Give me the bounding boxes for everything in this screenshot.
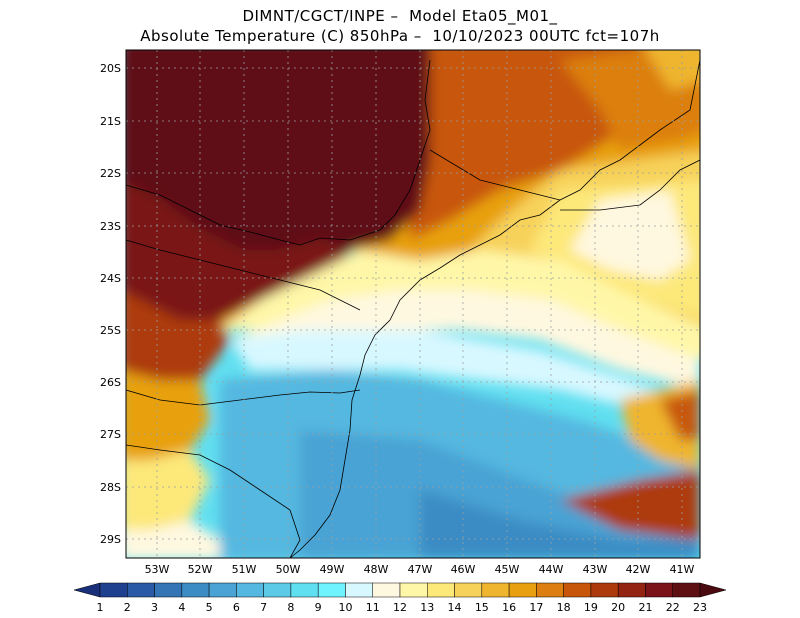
lon-tick: 47W [408, 563, 433, 576]
lon-tick: 51W [232, 563, 257, 576]
lat-axis: 20S 21S 22S 23S 24S 25S 26S 27S 28S 29S [100, 62, 121, 546]
colorbar-label: 13 [420, 601, 434, 614]
colorbar-label: 12 [393, 601, 407, 614]
lat-tick: 26S [100, 376, 121, 389]
colorbar-label: 18 [557, 601, 571, 614]
colorbar-label: 1 [97, 601, 104, 614]
colorbar-label: 7 [260, 601, 267, 614]
colorbar-label: 20 [611, 601, 625, 614]
lon-tick: 46W [451, 563, 476, 576]
colorbar-swatch [590, 582, 619, 598]
lat-tick: 23S [100, 220, 121, 233]
colorbar-swatch [263, 582, 292, 598]
colorbar: 1 2 3 4 5 6 7 8 9 10 11 12 13 14 15 16 17 18 19 20 21 22 23 [73, 582, 727, 614]
colorbar-swatch [617, 582, 646, 598]
colorbar-label: 11 [366, 601, 380, 614]
lon-tick: 50W [276, 563, 301, 576]
colorbar-label: 2 [124, 601, 131, 614]
colorbar-swatch [508, 582, 537, 598]
lat-tick: 22S [100, 167, 121, 180]
lat-tick: 28S [100, 481, 121, 494]
lon-tick: 52W [188, 563, 213, 576]
colorbar-swatch [317, 582, 346, 598]
lon-tick: 43W [583, 563, 608, 576]
colorbar-swatch [181, 582, 210, 598]
coastline [126, 59, 700, 558]
colorbar-label: 17 [529, 601, 543, 614]
colorbar-label: 6 [233, 601, 240, 614]
colorbar-swatch [127, 582, 155, 598]
colorbar-label: 15 [475, 601, 489, 614]
plot-frame [125, 49, 701, 559]
colorbar-swatch [399, 582, 428, 598]
lat-tick: 29S [100, 533, 121, 546]
lon-tick: 45W [495, 563, 520, 576]
colorbar-swatch [481, 582, 510, 598]
lon-tick: 53W [145, 563, 170, 576]
lat-tick: 27S [100, 428, 121, 441]
colorbar-swatch [672, 582, 701, 598]
colorbar-label: 22 [666, 601, 680, 614]
grid-lines [126, 50, 700, 558]
lat-tick: 24S [100, 272, 121, 285]
colorbar-high-arrow [699, 582, 727, 598]
lon-axis: 53W 52W 51W 50W 49W 48W 47W 46W 45W 44W … [145, 563, 695, 576]
temperature-field [126, 50, 700, 558]
lon-tick: 44W [539, 563, 564, 576]
lon-tick: 42W [626, 563, 651, 576]
map-title-line1: DIMNT/CGCT/INPE – Model Eta05_M01_ [242, 7, 558, 25]
colorbar-swatch [563, 582, 592, 598]
colorbar-label: 16 [502, 601, 516, 614]
colorbar-swatch [290, 582, 319, 598]
colorbar-swatch [372, 582, 401, 598]
colorbar-label: 21 [638, 601, 652, 614]
colorbar-swatch [208, 582, 237, 598]
colorbar-label: 5 [206, 601, 213, 614]
lon-tick: 49W [320, 563, 345, 576]
lat-tick: 25S [100, 324, 121, 337]
colorbar-label: 8 [287, 601, 294, 614]
lon-tick: 48W [364, 563, 389, 576]
colorbar-label: 4 [178, 601, 185, 614]
colorbar-label: 10 [338, 601, 352, 614]
colorbar-label: 23 [693, 601, 707, 614]
colorbar-swatch [345, 582, 373, 598]
colorbar-swatch [154, 582, 183, 598]
colorbar-swatch [427, 582, 455, 598]
colorbar-label: 3 [151, 601, 158, 614]
colorbar-label: 14 [448, 601, 462, 614]
lon-tick: 41W [670, 563, 695, 576]
colorbar-low-arrow [73, 582, 101, 598]
lat-tick: 20S [100, 62, 121, 75]
lat-tick: 21S [100, 115, 121, 128]
colorbar-swatch [99, 582, 128, 598]
colorbar-label: 9 [315, 601, 322, 614]
colorbar-swatch [536, 582, 564, 598]
colorbar-swatch [454, 582, 483, 598]
colorbar-swatch [236, 582, 264, 598]
map-title-line2: Absolute Temperature (C) 850hPa – 10/10/… [140, 27, 660, 45]
colorbar-label: 19 [584, 601, 598, 614]
colorbar-swatch [645, 582, 673, 598]
